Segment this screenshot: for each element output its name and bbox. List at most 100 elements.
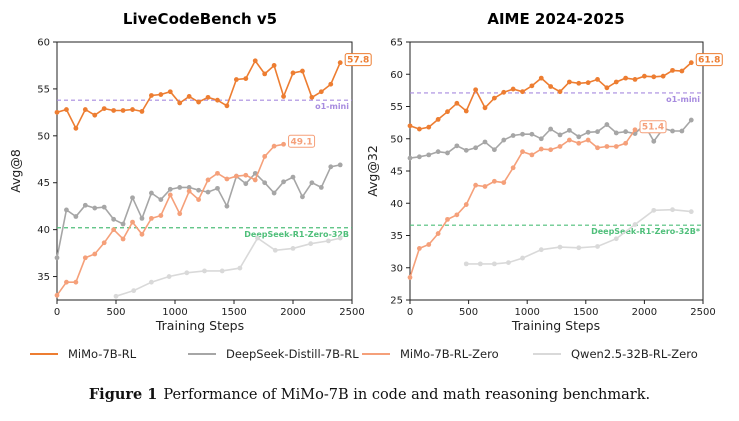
data-point-mimo-7b-rl: [510, 86, 516, 92]
data-point-mimo-7b-rl-zero: [271, 143, 277, 149]
caption-label: Figure 1: [88, 386, 158, 403]
data-point-mimo-7b-rl-zero: [73, 279, 79, 285]
data-point-deepseek-distill-7b-rl: [139, 215, 145, 221]
data-point-mimo-7b-rl: [538, 75, 544, 81]
data-point-deepseek-distill-7b-rl: [271, 190, 277, 196]
y-axis-label: Avg@8: [8, 149, 23, 193]
data-point-mimo-7b-rl: [613, 79, 619, 85]
data-point-mimo-7b-rl: [205, 94, 211, 100]
data-point-mimo-7b-rl: [196, 99, 202, 105]
data-point-qwen2-5-32b-rl-zero: [272, 247, 278, 253]
data-point-qwen2-5-32b-rl-zero: [688, 209, 694, 215]
data-point-mimo-7b-rl: [623, 75, 629, 81]
data-point-mimo-7b-rl: [520, 89, 525, 95]
data-point-mimo-7b-rl: [73, 125, 79, 131]
data-point-mimo-7b-rl-zero: [149, 215, 154, 221]
y-tick-label: 35: [37, 272, 50, 283]
series-line-qwen2-5-32b-rl-zero: [115, 236, 341, 297]
data-point-mimo-7b-rl: [454, 100, 460, 106]
y-tick-label: 25: [390, 296, 403, 307]
data-point-mimo-7b-rl-zero: [501, 180, 507, 186]
data-point-deepseek-distill-7b-rl: [186, 185, 192, 190]
x-tick-label: 1000: [514, 307, 539, 318]
reference-label-o1-mini: o1-mini: [315, 102, 349, 111]
annotation-box: [639, 120, 667, 134]
data-point-mimo-7b-rl: [54, 109, 60, 115]
data-point-mimo-7b-rl: [566, 79, 572, 85]
x-tick-label: 1500: [221, 307, 246, 318]
data-point-mimo-7b-rl: [501, 89, 507, 95]
data-point-mimo-7b-rl-zero: [416, 246, 422, 251]
chart-title: LiveCodeBench v5: [123, 10, 277, 28]
data-point-qwen2-5-32b-rl-zero: [538, 247, 544, 253]
y-tick-label: 60: [390, 70, 403, 81]
y-tick-label: 45: [390, 167, 403, 178]
data-point-mimo-7b-rl: [177, 100, 183, 106]
data-point-mimo-7b-rl: [445, 109, 450, 115]
data-point-mimo-7b-rl: [604, 85, 610, 91]
data-point-mimo-7b-rl: [557, 89, 563, 95]
data-point-deepseek-distill-7b-rl: [520, 131, 525, 137]
y-tick-label: 65: [390, 38, 403, 49]
data-point-deepseek-distill-7b-rl: [243, 181, 249, 187]
reference-label-deepseek-r1-zero-32b: DeepSeek-R1-Zero-32B: [244, 230, 349, 239]
data-point-qwen2-5-32b-rl-zero: [202, 268, 207, 274]
data-point-mimo-7b-rl-zero: [252, 177, 258, 183]
data-point-qwen2-5-32b-rl-zero: [651, 207, 657, 213]
data-point-mimo-7b-rl-zero: [426, 242, 432, 247]
data-point-mimo-7b-rl-zero: [604, 144, 610, 149]
data-point-mimo-7b-rl-zero: [262, 154, 268, 159]
data-point-mimo-7b-rl: [679, 68, 685, 74]
data-point-mimo-7b-rl: [64, 107, 69, 112]
y-tick-label: 45: [37, 178, 50, 189]
plot-frame: [409, 41, 704, 301]
data-point-deepseek-distill-7b-rl: [538, 136, 544, 142]
data-point-qwen2-5-32b-rl-zero: [184, 270, 190, 276]
data-point-mimo-7b-rl: [576, 80, 582, 86]
data-point-deepseek-distill-7b-rl: [595, 129, 600, 135]
data-point-mimo-7b-rl: [670, 67, 675, 73]
data-point-qwen2-5-32b-rl-zero: [557, 244, 563, 250]
data-point-mimo-7b-rl: [328, 81, 334, 87]
legend-entry-deepseek-distill-7b-rl: DeepSeek-Distill-7B-RL: [226, 347, 359, 361]
data-point-deepseek-distill-7b-rl: [111, 216, 117, 222]
y-tick-label: 50: [390, 134, 403, 145]
data-point-mimo-7b-rl-zero: [177, 211, 183, 217]
x-tick-label: 500: [459, 307, 478, 318]
data-point-mimo-7b-rl: [271, 63, 277, 68]
y-tick-label: 40: [37, 225, 50, 236]
data-point-mimo-7b-rl: [186, 94, 192, 99]
data-point-mimo-7b-rl: [309, 94, 315, 100]
data-point-deepseek-distill-7b-rl: [64, 207, 69, 213]
data-point-mimo-7b-rl-zero: [233, 173, 239, 179]
legend: MiMo-7B-RL DeepSeek-Distill-7B-RL MiMo-7B-…: [30, 347, 698, 361]
data-point-deepseek-distill-7b-rl: [623, 129, 629, 135]
data-point-mimo-7b-rl-zero: [407, 275, 413, 280]
data-point-mimo-7b-rl: [262, 71, 268, 77]
y-tick-label: 60: [37, 38, 50, 49]
data-point-deepseek-distill-7b-rl: [328, 164, 334, 170]
data-point-mimo-7b-rl-zero: [585, 137, 591, 143]
legend-entry-mimo-7b-rl: MiMo-7B-RL: [68, 347, 137, 361]
annotation-label: 61.8: [698, 56, 720, 66]
data-point-qwen2-5-32b-rl-zero: [308, 241, 314, 247]
aime-panel: AIME 2024-2025 Training Steps Avg@32 0 50…: [365, 10, 723, 333]
data-point-deepseek-distill-7b-rl: [679, 128, 685, 134]
data-point-mimo-7b-rl-zero: [566, 137, 572, 143]
data-point-mimo-7b-rl-zero: [632, 127, 638, 133]
data-point-mimo-7b-rl-zero: [463, 202, 469, 207]
data-point-mimo-7b-rl-zero: [224, 176, 230, 182]
data-point-mimo-7b-rl-zero: [613, 144, 619, 149]
data-point-deepseek-distill-7b-rl: [281, 179, 286, 185]
data-point-qwen2-5-32b-rl-zero: [113, 293, 119, 299]
data-point-qwen2-5-32b-rl-zero: [595, 244, 600, 249]
x-axis-label: Training Steps: [511, 318, 600, 333]
data-point-mimo-7b-rl-zero: [64, 279, 69, 285]
data-point-mimo-7b-rl-zero: [548, 147, 554, 153]
y-tick-label: 55: [390, 102, 403, 113]
data-point-qwen2-5-32b-rl-zero: [670, 207, 675, 213]
data-point-mimo-7b-rl-zero: [130, 219, 135, 225]
plot-frame: [56, 41, 353, 301]
data-point-mimo-7b-rl: [595, 77, 600, 82]
annotation-label: 51.4: [642, 123, 664, 133]
